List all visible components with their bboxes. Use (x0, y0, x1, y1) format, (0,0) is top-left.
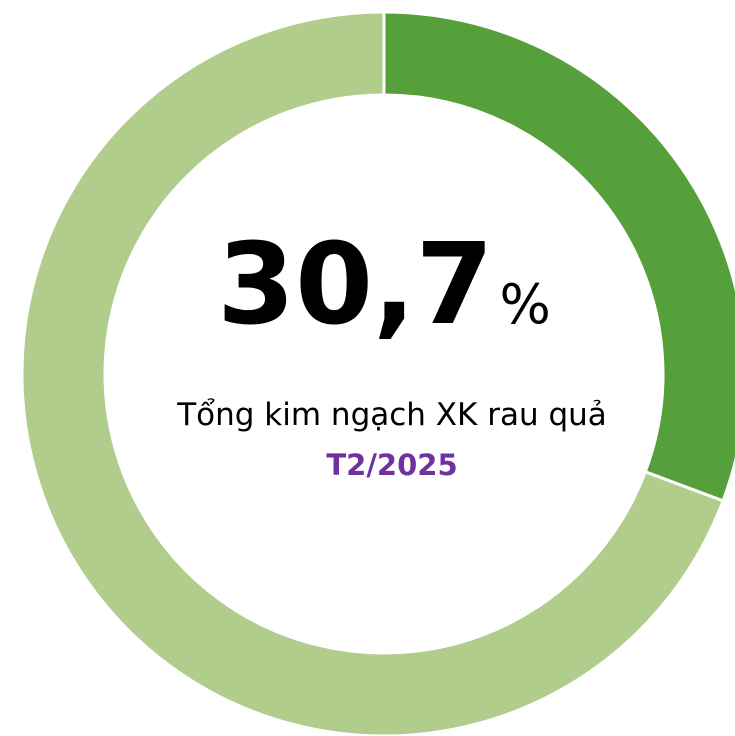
donut (20, 10, 735, 736)
period: T2/2025 (326, 448, 457, 482)
center-label: 30,7% (217, 220, 551, 350)
center-unit: % (500, 273, 551, 336)
caption: Tổng kim ngạch XK rau quả (176, 397, 607, 433)
donut-segment (382, 10, 735, 503)
center-value: 30,7 (217, 220, 493, 350)
donut-segment (20, 10, 725, 736)
